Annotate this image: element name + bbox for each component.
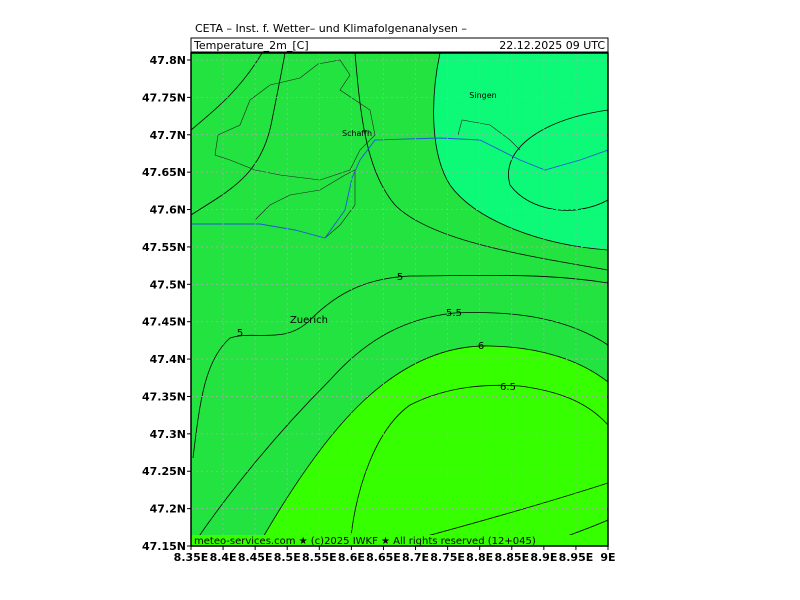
y-tick-label: 47.7N bbox=[150, 129, 186, 142]
axes: 8.35E 8.4E 8.45E 8.5E 8.55E 8.6E 8.65E 8.7E 8.75… bbox=[142, 54, 616, 564]
x-tick-label: 8.6E bbox=[338, 551, 365, 564]
contour-line bbox=[508, 109, 608, 211]
y-tick-label: 47.45N bbox=[142, 316, 186, 329]
footer-bar bbox=[191, 535, 608, 546]
x-tick-label: 8.7E bbox=[402, 551, 429, 564]
river bbox=[191, 137, 608, 239]
border bbox=[457, 119, 521, 151]
x-tick-label: 8.65E bbox=[366, 551, 401, 564]
header-box bbox=[190, 37, 609, 53]
x-tick-label: 9E bbox=[600, 551, 615, 564]
variable-name: Temperature_2m_[C] bbox=[193, 39, 309, 52]
y-tick-label: 47.35N bbox=[142, 390, 186, 403]
place-label: Schaffh bbox=[342, 129, 372, 138]
contour-line bbox=[191, 53, 286, 216]
map-area: 5 5 5.5 6 6.5 Singen Schaffh Zuerich met… bbox=[191, 53, 608, 547]
contour-line bbox=[349, 384, 608, 546]
x-tick-label: 8.75E bbox=[430, 551, 465, 564]
contour-line bbox=[354, 53, 608, 271]
x-tick-label: 8.95E bbox=[559, 551, 594, 564]
y-tick-label: 47.8N bbox=[150, 54, 186, 67]
y-tick-label: 47.65N bbox=[142, 166, 186, 179]
place-label: Singen bbox=[469, 91, 496, 100]
contour-label: 6 bbox=[478, 341, 484, 352]
y-tick-label: 47.3N bbox=[150, 428, 186, 441]
place-label: Zuerich bbox=[290, 315, 328, 326]
x-tick-label: 8.9E bbox=[530, 551, 557, 564]
contour-line bbox=[192, 274, 608, 459]
contour-label: 5.5 bbox=[446, 308, 462, 319]
x-tick-label: 8.8E bbox=[466, 551, 493, 564]
x-tick-label: 8.45E bbox=[238, 551, 273, 564]
border bbox=[254, 169, 356, 239]
y-tick-label: 47.4N bbox=[150, 353, 186, 366]
contour-label: 6.5 bbox=[500, 382, 516, 393]
y-tick-label: 47.55N bbox=[142, 241, 186, 254]
borders bbox=[214, 59, 521, 239]
x-tick-label: 8.4E bbox=[210, 551, 237, 564]
grid bbox=[191, 53, 608, 546]
footer: meteo-services.com ★ (c)2025 IWKF ★ All … bbox=[194, 536, 536, 547]
header-title: CETA – Inst. f. Wetter– und Klimafolgena… bbox=[195, 22, 467, 35]
fill-below-4.5 bbox=[433, 53, 608, 250]
contour-line bbox=[257, 345, 608, 546]
x-tick-label: 8.35E bbox=[174, 551, 209, 564]
y-tick-label: 47.25N bbox=[142, 465, 186, 478]
x-tick-label: 8.55E bbox=[302, 551, 337, 564]
valid-time: 22.12.2025 09 UTC bbox=[499, 39, 605, 52]
y-tick-label: 47.2N bbox=[150, 503, 186, 516]
y-tick-label: 47.75N bbox=[142, 91, 186, 104]
fill-above-6 bbox=[258, 345, 608, 546]
border bbox=[214, 59, 376, 181]
x-tick-label: 8.85E bbox=[494, 551, 529, 564]
map-frame bbox=[190, 52, 609, 547]
x-tick-label: 8.5E bbox=[274, 551, 301, 564]
y-tick-label: 47.6N bbox=[150, 204, 186, 217]
contour-label: 5 bbox=[397, 272, 403, 283]
y-tick-label: 47.5N bbox=[150, 278, 186, 291]
y-tick-label: 47.15N bbox=[142, 540, 186, 553]
contour-line bbox=[192, 312, 608, 546]
contour-label: 5 bbox=[237, 328, 243, 339]
contour-lines bbox=[191, 53, 608, 546]
contour-line bbox=[433, 53, 608, 251]
